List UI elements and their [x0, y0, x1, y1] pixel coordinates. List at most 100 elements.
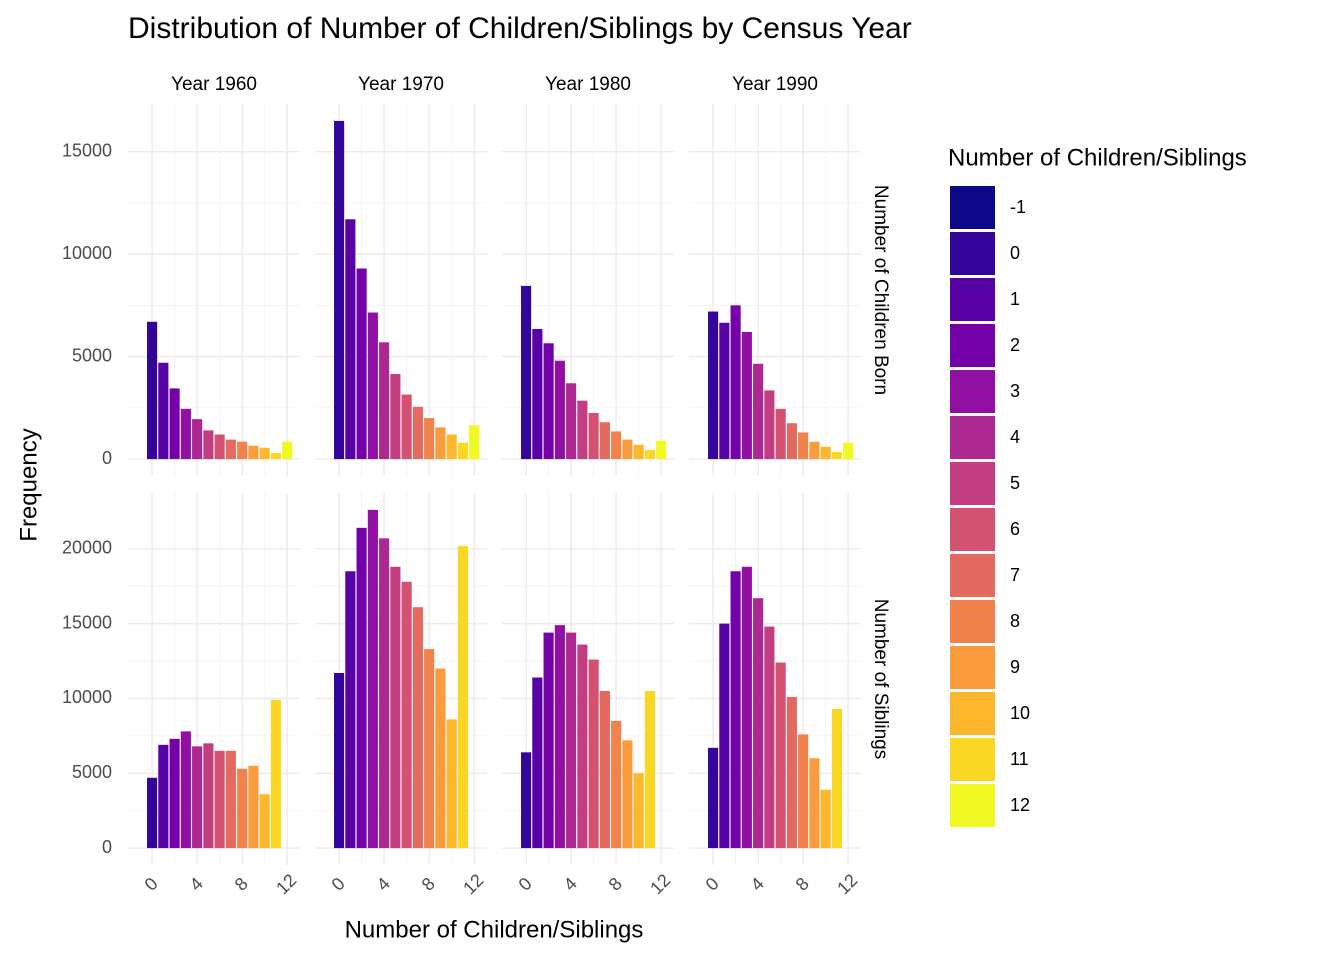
bar: [214, 750, 225, 849]
legend-key: [950, 324, 995, 367]
x-tick-label: 0: [141, 874, 162, 895]
bar: [588, 659, 599, 849]
bar: [588, 412, 599, 460]
bar: [644, 449, 655, 460]
x-tick-label: 12: [459, 870, 487, 898]
bar: [390, 374, 401, 460]
bar: [543, 343, 554, 460]
x-tick-label: 4: [186, 874, 207, 895]
legend-label: 0: [1010, 243, 1020, 263]
bar: [282, 441, 293, 460]
y-tick-label: 15000: [62, 612, 112, 632]
x-tick-label: 4: [747, 874, 768, 895]
legend-label: 2: [1010, 335, 1020, 355]
y-tick-label: 10000: [62, 687, 112, 707]
x-tick-label: 8: [792, 874, 813, 895]
facet-label: Year 1980: [545, 74, 631, 95]
bar: [367, 312, 378, 460]
legend-label: 11: [1010, 749, 1029, 769]
bar: [203, 743, 214, 849]
bar: [798, 734, 809, 849]
bar: [622, 740, 633, 849]
bar: [180, 731, 191, 849]
bar: [270, 699, 281, 849]
legend-label: 1: [1010, 289, 1020, 309]
bar: [719, 322, 730, 460]
bar: [390, 566, 401, 849]
facet-label: Number of Children Born: [870, 185, 891, 395]
legend-key: [950, 278, 995, 321]
legend-label: 3: [1010, 381, 1020, 401]
bar: [566, 383, 577, 460]
facet-label: Year 1960: [171, 74, 257, 95]
x-axis-title: Number of Children/Siblings: [345, 916, 644, 943]
bar: [753, 363, 764, 460]
facet-label: Year 1970: [358, 74, 444, 95]
legend-title: Number of Children/Siblings: [948, 144, 1247, 171]
bar: [532, 328, 543, 460]
bar: [764, 390, 775, 460]
bar: [730, 571, 741, 849]
facet-label: Number of Siblings: [870, 599, 891, 760]
bar: [469, 425, 480, 460]
legend-key: [950, 370, 995, 413]
y-tick-label: 5000: [72, 762, 112, 782]
bar: [599, 690, 610, 849]
bar: [379, 342, 390, 460]
y-tick-label: 20000: [62, 538, 112, 558]
bar: [577, 400, 588, 460]
bar: [379, 538, 390, 849]
bar: [203, 430, 214, 460]
bar: [708, 747, 719, 849]
bar: [786, 696, 797, 849]
bar: [633, 444, 644, 460]
y-tick-label: 15000: [62, 140, 112, 160]
bar: [435, 427, 446, 460]
x-tick-label: 0: [328, 874, 349, 895]
bar: [237, 768, 248, 849]
bar: [644, 690, 655, 849]
y-axis-title: Frequency: [15, 428, 42, 541]
x-tick-label: 4: [560, 874, 581, 895]
x-tick-label: 0: [515, 874, 536, 895]
bar: [214, 434, 225, 460]
bar: [225, 439, 236, 460]
bar: [741, 566, 752, 849]
bar: [611, 431, 622, 460]
bar: [401, 394, 412, 460]
y-tick-label: 0: [102, 448, 112, 468]
bar: [843, 442, 854, 460]
legend-key: [950, 784, 995, 827]
bar: [435, 668, 446, 849]
bar: [775, 662, 786, 849]
legend-key: [950, 186, 995, 229]
bar: [820, 789, 831, 849]
x-tick-label: 8: [418, 874, 439, 895]
legend-key: [950, 600, 995, 643]
legend-label: -1: [1010, 197, 1026, 217]
x-tick-label: 0: [702, 874, 723, 895]
bar: [345, 571, 356, 849]
bar: [270, 452, 281, 460]
bar: [457, 442, 468, 460]
bar: [554, 360, 565, 460]
bar: [169, 388, 180, 460]
bar: [248, 765, 259, 849]
bar: [424, 649, 435, 849]
legend-key: [950, 738, 995, 781]
bar: [412, 406, 423, 460]
bar: [158, 362, 169, 460]
bar: [831, 708, 842, 849]
bar: [820, 446, 831, 460]
bar: [446, 434, 457, 460]
bar: [158, 744, 169, 849]
bar: [831, 451, 842, 460]
bar: [521, 285, 532, 460]
bar: [367, 509, 378, 849]
x-tick-label: 12: [272, 870, 300, 898]
x-tick-label: 12: [833, 870, 861, 898]
bar: [809, 441, 820, 460]
legend-key: [950, 508, 995, 551]
bar: [809, 758, 820, 849]
